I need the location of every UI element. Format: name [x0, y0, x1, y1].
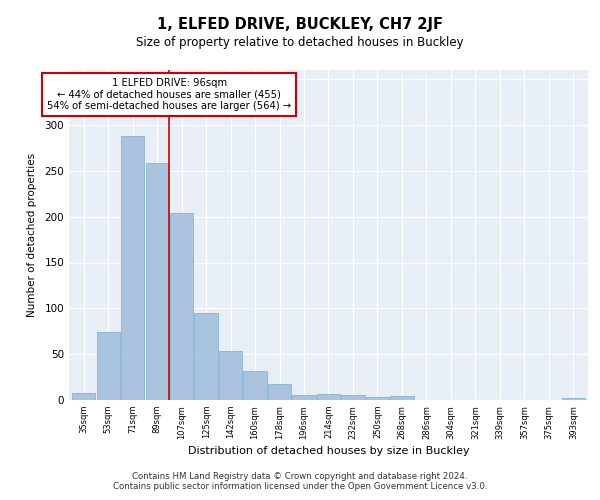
Bar [72, 392, 95, 400]
Bar [97, 332, 120, 400]
Bar [268, 384, 291, 400]
Text: 1, ELFED DRIVE, BUCKLEY, CH7 2JF: 1, ELFED DRIVE, BUCKLEY, CH7 2JF [157, 18, 443, 32]
Bar [146, 164, 169, 400]
Bar [219, 352, 242, 400]
X-axis label: Distribution of detached houses by size in Buckley: Distribution of detached houses by size … [188, 446, 469, 456]
Bar [244, 370, 266, 400]
Bar [341, 396, 365, 400]
Bar [194, 313, 218, 400]
Text: Contains HM Land Registry data © Crown copyright and database right 2024.: Contains HM Land Registry data © Crown c… [132, 472, 468, 481]
Text: Contains public sector information licensed under the Open Government Licence v3: Contains public sector information licen… [113, 482, 487, 491]
Text: Size of property relative to detached houses in Buckley: Size of property relative to detached ho… [136, 36, 464, 49]
Bar [317, 394, 340, 400]
Bar [366, 397, 389, 400]
Y-axis label: Number of detached properties: Number of detached properties [28, 153, 37, 317]
Bar [391, 396, 413, 400]
Bar [170, 213, 193, 400]
Bar [292, 396, 316, 400]
Bar [121, 136, 144, 400]
Bar [562, 398, 585, 400]
Text: 1 ELFED DRIVE: 96sqm
← 44% of detached houses are smaller (455)
54% of semi-deta: 1 ELFED DRIVE: 96sqm ← 44% of detached h… [47, 78, 292, 112]
